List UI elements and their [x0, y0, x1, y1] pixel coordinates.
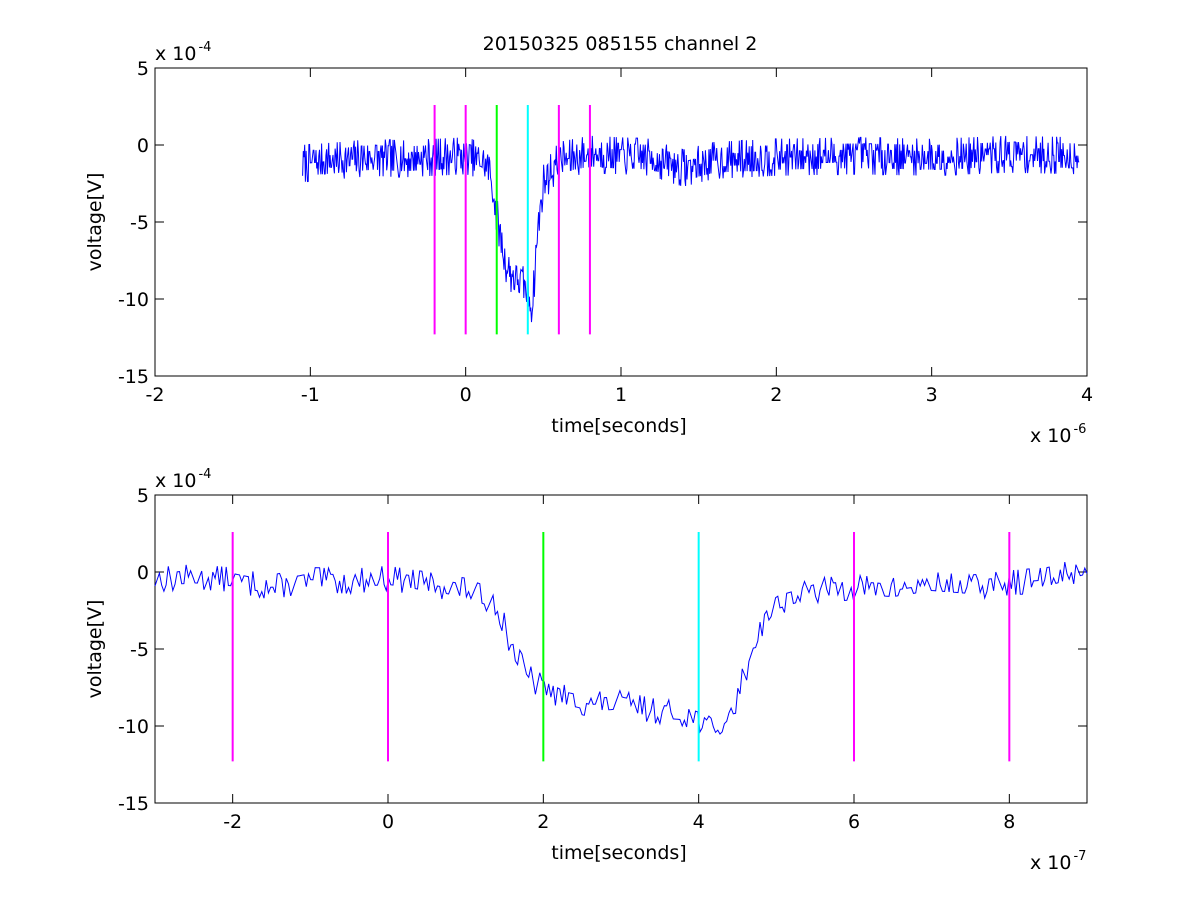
- bottom-y-exponent: x 10 -4: [155, 467, 211, 492]
- top-subplot: -2 -1 0 1 2 3 4-15-10-505 time[seconds] voltag…: [84, 40, 1093, 447]
- bottom-y-exponent-power: -4: [198, 467, 211, 482]
- bottom-y-tick-label: -10: [118, 716, 149, 738]
- top-x-tick-label: 1: [615, 384, 627, 406]
- top-x-tick-label: -2: [146, 384, 165, 406]
- top-y-exponent: x 10 -4: [155, 40, 211, 65]
- bottom-y-exponent-base: x 10: [155, 470, 196, 492]
- top-x-exponent: x 10 -6: [1030, 422, 1086, 447]
- top-markers-group: [433, 104, 591, 335]
- top-ticks: [154, 67, 1088, 377]
- top-tick-labels: -2 -1 0 1 2 3 4-15-10-505: [118, 58, 1093, 406]
- top-x-tick-label: -1: [301, 384, 320, 406]
- top-y-tick-label: -5: [130, 212, 149, 234]
- top-series-group: [302, 135, 1080, 323]
- bottom-x-exponent: x 10 -7: [1030, 849, 1086, 874]
- bottom-ticks: [155, 494, 1087, 804]
- bottom-x-tick-label: 2: [537, 811, 549, 833]
- top-x-exponent-power: -6: [1073, 422, 1086, 437]
- bottom-x-tick-label: 8: [1003, 811, 1015, 833]
- bottom-x-exponent-base: x 10: [1030, 852, 1071, 874]
- top-y-tick-label: -10: [118, 289, 149, 311]
- bottom-y-tick-label: 0: [137, 562, 149, 584]
- top-y-exponent-power: -4: [198, 40, 211, 55]
- bottom-y-axis-label: voltage[V]: [84, 600, 106, 699]
- top-x-tick-label: 4: [1081, 384, 1093, 406]
- bottom-x-tick-label: 6: [848, 811, 860, 833]
- top-y-axis-label: voltage[V]: [84, 173, 106, 272]
- top-x-tick-label: 0: [460, 384, 472, 406]
- top-x-exponent-base: x 10: [1030, 425, 1071, 447]
- bottom-x-tick-label: 0: [382, 811, 394, 833]
- top-y-tick-label: 5: [137, 58, 149, 80]
- bottom-y-tick-label: -5: [130, 639, 149, 661]
- figure-title: 20150325 085155 channel 2: [483, 33, 758, 55]
- top-signal-line: [302, 135, 1080, 323]
- top-y-tick-label: 0: [137, 135, 149, 157]
- top-x-tick-label: 2: [770, 384, 782, 406]
- bottom-x-tick-label: -2: [223, 811, 242, 833]
- bottom-tick-labels: -2 0 2 4 6 8 -15 -10 -5 0 5: [118, 485, 1015, 833]
- top-x-axis-label: time[seconds]: [551, 415, 686, 437]
- top-x-tick-label: 3: [926, 384, 938, 406]
- bottom-x-tick-label: 4: [693, 811, 705, 833]
- top-y-exponent-base: x 10: [155, 43, 196, 65]
- bottom-x-axis-label: time[seconds]: [551, 842, 686, 864]
- bottom-signal-line: [154, 562, 1088, 735]
- bottom-x-exponent-power: -7: [1073, 849, 1086, 864]
- bottom-y-tick-label: -15: [118, 793, 149, 815]
- bottom-markers-group: [231, 531, 1011, 762]
- bottom-subplot: -2 0 2 4 6 8 -15 -10 -5 0 5 time[seconds] voltage[…: [84, 467, 1088, 874]
- bottom-series-group: [154, 562, 1088, 735]
- top-y-tick-label: -15: [118, 366, 149, 388]
- bottom-y-tick-label: 5: [137, 485, 149, 507]
